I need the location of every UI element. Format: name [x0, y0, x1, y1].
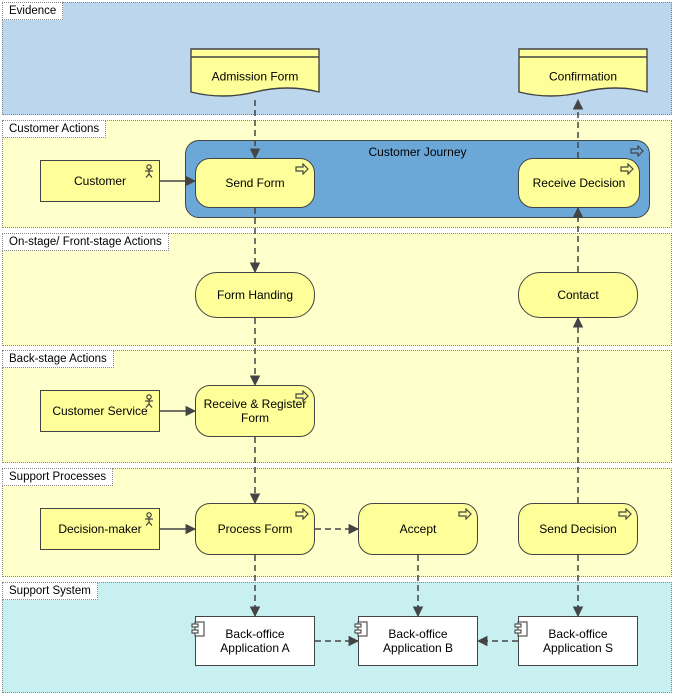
actor-customer-service: Customer Service	[40, 390, 160, 432]
actor-label: Decision-maker	[58, 522, 141, 536]
process-send-decision: Send Decision	[518, 503, 638, 555]
component-icon	[191, 621, 205, 637]
lane-label: Customer Actions	[2, 120, 106, 138]
person-icon	[143, 394, 155, 408]
document-confirmation: Confirmation	[518, 48, 648, 102]
lane-label: Back-stage Actions	[2, 350, 114, 368]
service-label: Contact	[557, 288, 598, 302]
customer-journey-label: Customer Journey	[368, 145, 466, 159]
arrow-icon	[458, 508, 472, 520]
process-receive-register: Receive & Register Form	[195, 385, 315, 437]
arrow-icon	[295, 163, 309, 175]
process-label: Send Decision	[539, 522, 616, 536]
document-label: Admission Form	[190, 69, 320, 83]
process-label: Accept	[400, 522, 437, 536]
service-contact: Contact	[518, 272, 638, 318]
component-icon	[354, 621, 368, 637]
actor-label: Customer Service	[52, 404, 147, 418]
person-icon	[143, 164, 155, 178]
application-app-a: Back-office Application A	[195, 616, 315, 666]
application-app-b: Back-office Application B	[358, 616, 478, 666]
arrow-icon	[630, 145, 644, 157]
arrow-icon	[295, 508, 309, 520]
process-label: Receive Decision	[533, 176, 626, 190]
application-app-s: Back-office Application S	[518, 616, 638, 666]
process-label: Process Form	[218, 522, 293, 536]
application-label: Back-office Application S	[519, 627, 637, 656]
lane-label: Evidence	[2, 2, 63, 20]
arrow-icon	[295, 390, 309, 402]
document-admission-form: Admission Form	[190, 48, 320, 102]
service-label: Form Handing	[217, 288, 293, 302]
document-label: Confirmation	[518, 69, 648, 83]
process-receive-decision: Receive Decision	[518, 158, 640, 208]
process-process-form: Process Form	[195, 503, 315, 555]
actor-decision-maker: Decision-maker	[40, 508, 160, 550]
component-icon	[514, 621, 528, 637]
actor-customer: Customer	[40, 160, 160, 202]
arrow-icon	[618, 508, 632, 520]
process-accept: Accept	[358, 503, 478, 555]
actor-label: Customer	[74, 174, 126, 188]
person-icon	[143, 512, 155, 526]
application-label: Back-office Application B	[359, 627, 477, 656]
arrow-icon	[620, 163, 634, 175]
process-label: Send Form	[225, 176, 284, 190]
lane-label: Support System	[2, 582, 98, 600]
lane-label: On-stage/ Front-stage Actions	[2, 233, 169, 251]
lane-label: Support Processes	[2, 468, 113, 486]
application-label: Back-office Application A	[196, 627, 314, 656]
process-send-form: Send Form	[195, 158, 315, 208]
service-form-handing: Form Handing	[195, 272, 315, 318]
